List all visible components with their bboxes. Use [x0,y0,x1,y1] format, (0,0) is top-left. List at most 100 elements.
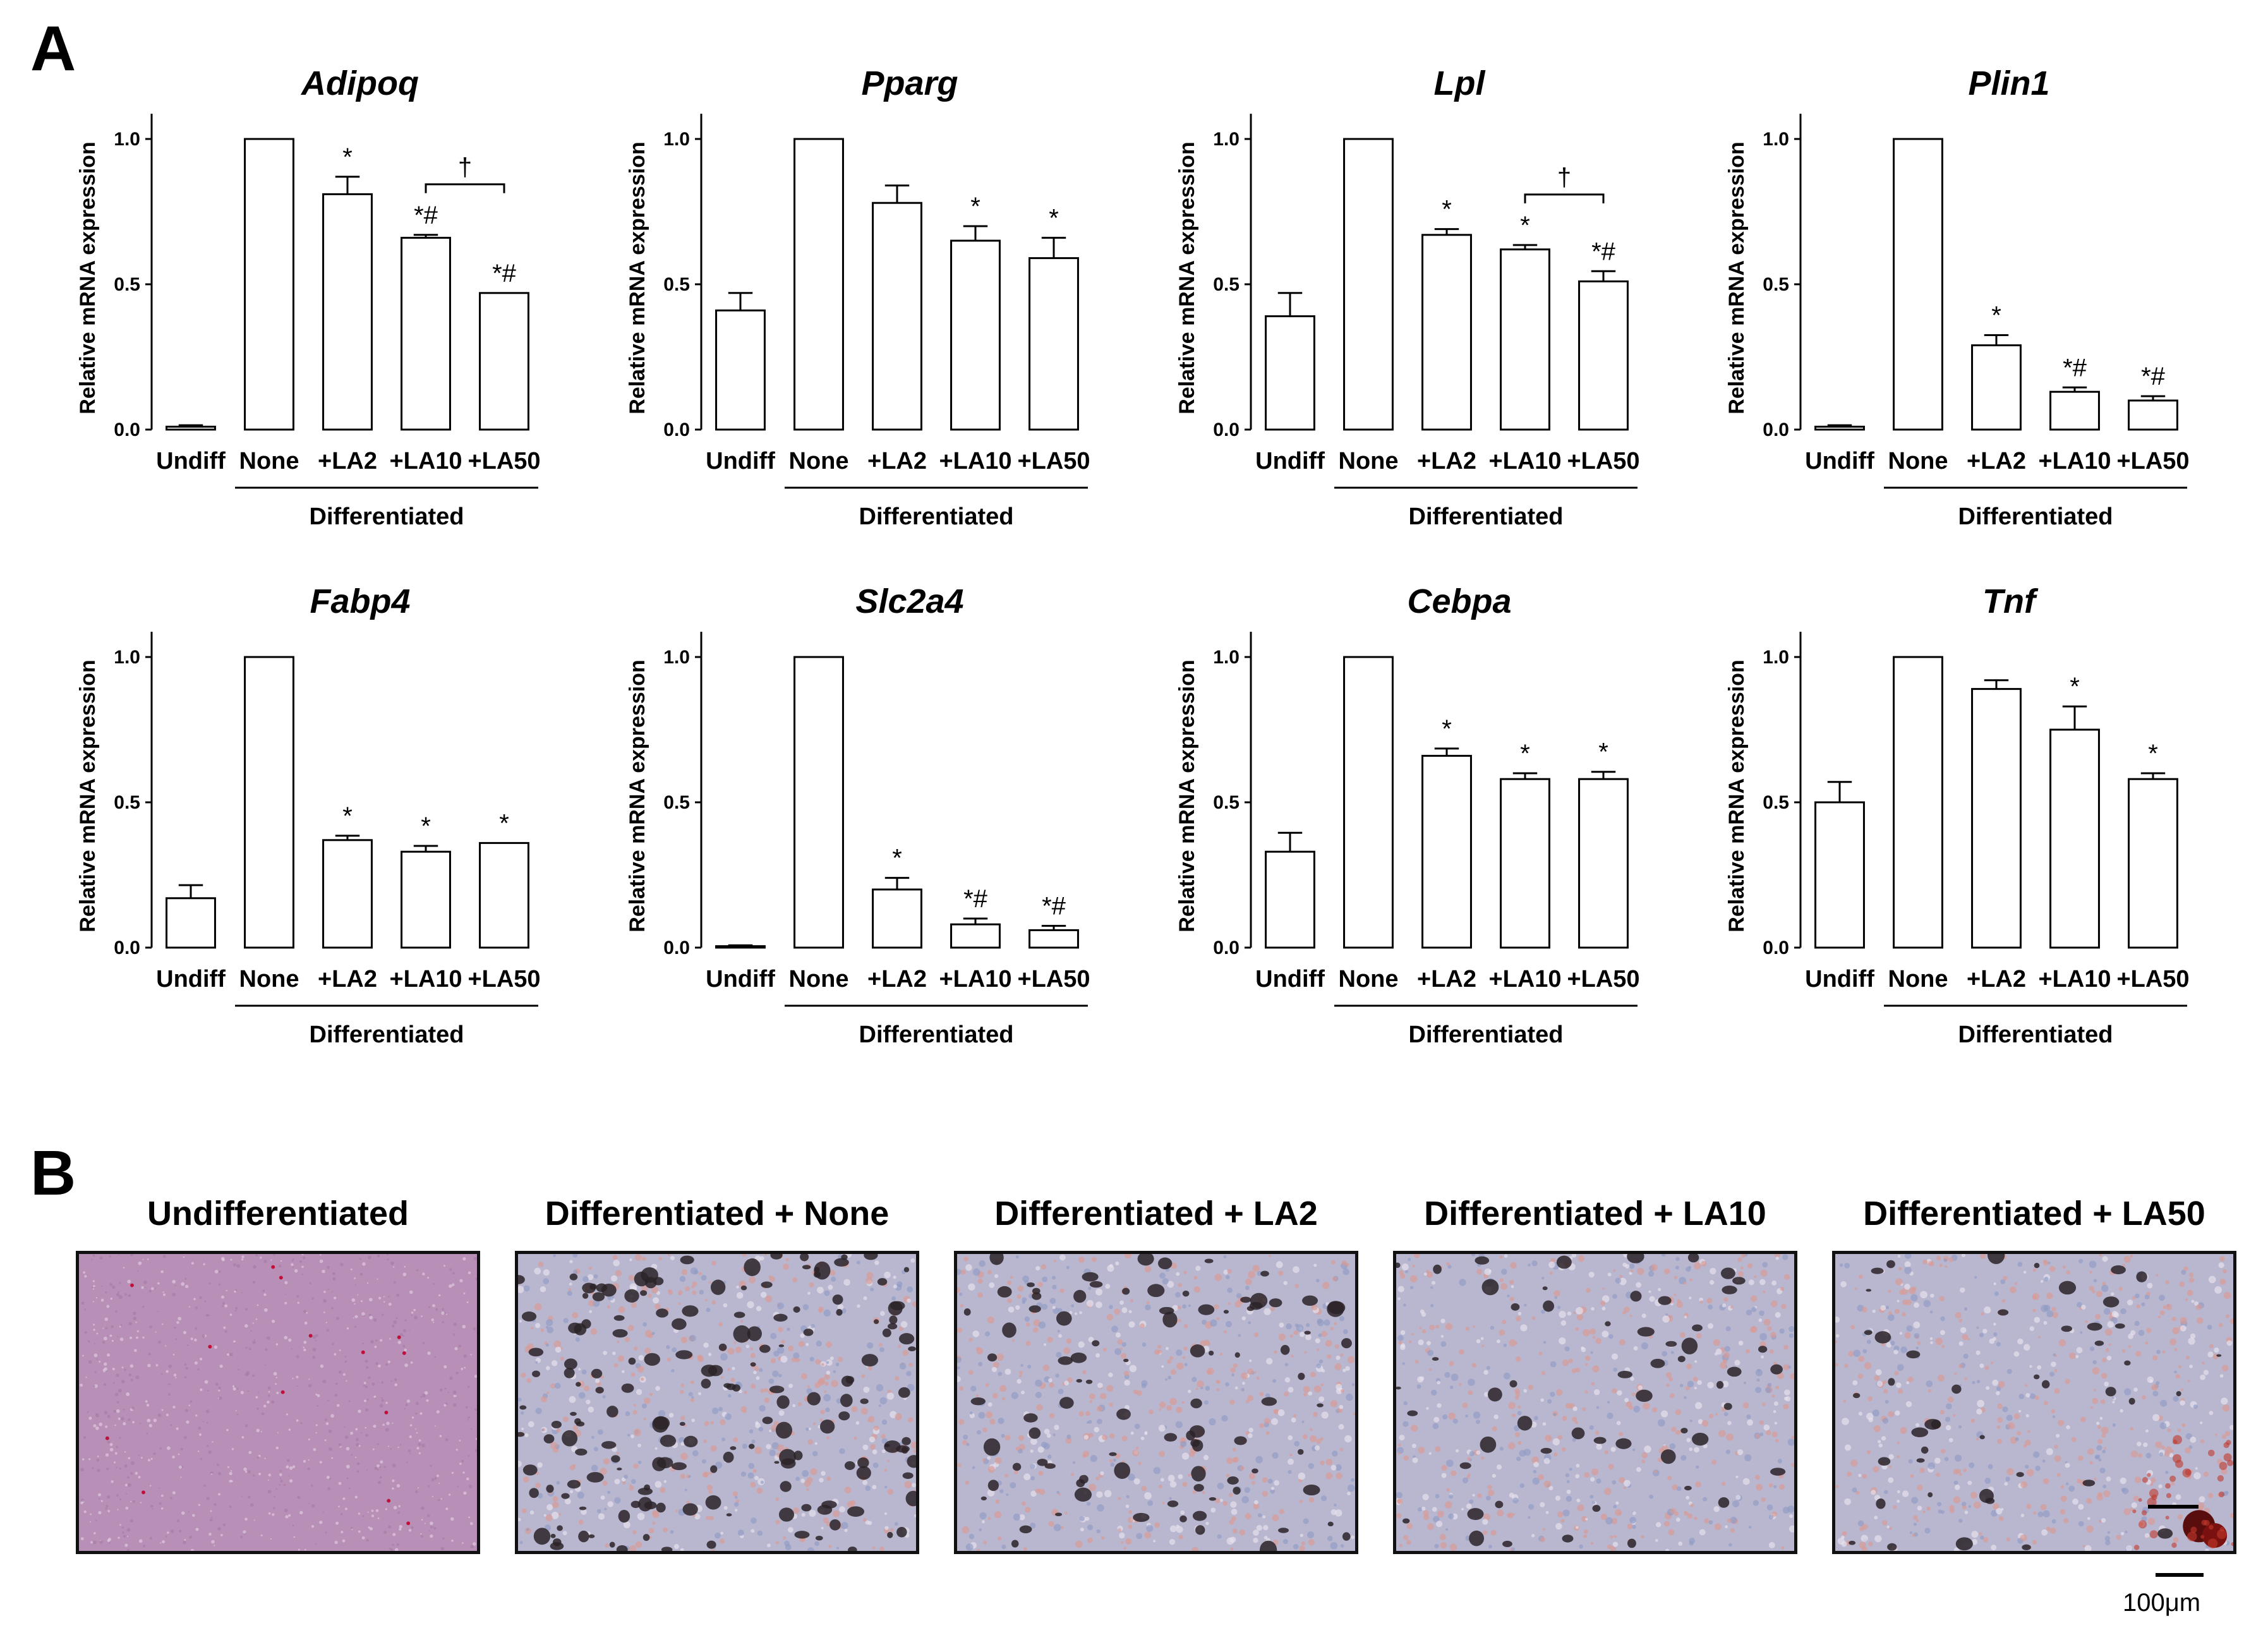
x-tick-label: +LA2 [1417,966,1476,992]
significance-label: *# [1591,238,1616,265]
y-tick-label: 1.0 [114,647,140,668]
y-axis-label: Relative mRNA expression [625,142,649,414]
bar-undiff [1814,425,1865,431]
bar-none [244,656,294,949]
bar-la10 [950,923,1001,949]
scale-bar [2156,1573,2204,1577]
x-tick-label: Undiff [1805,448,1874,474]
significance-label: * [1442,715,1452,743]
y-tick-label: 1.0 [663,129,690,150]
significance-label: *# [492,260,517,287]
x-tick-label: None [239,966,299,992]
y-tick-label: 0.0 [114,938,140,958]
bar-la50 [1578,778,1629,949]
bar-none [1343,138,1394,431]
x-tick-label: Undiff [1255,966,1325,992]
x-tick-label: +LA50 [2116,448,2189,474]
bar-la10 [950,239,1001,431]
x-tick-label: None [789,448,849,474]
y-tick-label: 0.5 [114,792,140,813]
micro-title-la50: Differentiated + LA50 [1863,1195,2205,1233]
bar-undiff [715,309,766,431]
scale-label: 100μm [2123,1589,2201,1617]
group-label: Differentiated [1409,1022,1564,1048]
x-tick-label: +LA50 [467,966,540,992]
significance-label: *# [414,202,438,229]
panel-a: A Adipoq Relative mRNA expression 0.0 0.5 1.… [30,13,2190,1048]
bar-none [793,656,844,949]
y-tick-label: 1.0 [663,647,690,668]
bar-la2 [1421,754,1472,949]
bar-undiff [1265,315,1315,431]
y-tick-label: 0.5 [663,274,690,295]
group-label: Differentiated [1958,503,2113,530]
x-tick-label: +LA2 [1417,448,1476,474]
x-tick-label: +LA50 [467,448,540,474]
bar-la50 [1028,929,1079,949]
y-tick-label: 1.0 [1763,129,1789,150]
bar-la10 [401,236,451,431]
significance-label: * [421,812,431,840]
bar-la50 [1028,257,1079,431]
y-axis-label: Relative mRNA expression [76,142,100,414]
y-tick-label: 0.0 [1213,938,1240,958]
bar-la2 [1971,344,2022,431]
significance-label: * [970,193,980,220]
group-label: Differentiated [1409,503,1564,530]
y-tick-label: 0.0 [1763,938,1789,958]
x-tick-label: +LA10 [939,448,1011,474]
group-label: Differentiated [859,1022,1014,1048]
x-tick-label: None [239,448,299,474]
y-tick-label: 0.5 [1763,274,1789,295]
y-tick-label: 0.0 [1213,419,1240,440]
group-label: Differentiated [310,503,464,530]
x-tick-label: Undiff [1255,448,1325,474]
micro-title-undifferentiated: Undifferentiated [147,1195,409,1233]
y-tick-label: 0.5 [663,792,690,813]
bar-la10 [401,850,451,949]
x-tick-label: +LA2 [867,966,927,992]
bar-la10 [2049,728,2100,949]
comparison-bracket [425,183,505,193]
bracket-label: † [458,154,472,181]
y-tick-label: 0.5 [1213,274,1240,295]
x-tick-label: +LA10 [1488,448,1561,474]
bar-la10 [1500,248,1550,431]
significance-label: * [892,845,902,872]
y-tick-label: 0.0 [114,419,140,440]
x-tick-label: None [789,966,849,992]
group-label: Differentiated [859,503,1014,530]
chart-title-adipoq: Adipoq [300,64,419,102]
y-axis-label: Relative mRNA expression [1175,660,1199,932]
bar-none [793,138,844,431]
y-tick-label: 1.0 [114,129,140,150]
x-tick-label: Undiff [156,966,226,992]
chart-title-cebpa: Cebpa [1407,582,1511,620]
x-tick-label: None [1888,448,1948,474]
bar-la50 [1578,280,1629,431]
bar-la2 [322,193,373,431]
bar-la2 [1971,688,2022,949]
x-tick-label: None [1888,966,1948,992]
chart-title-slc2a4: Slc2a4 [855,582,963,620]
bar-la2 [872,888,922,949]
x-tick-label: +LA2 [318,448,377,474]
x-tick-label: +LA2 [1967,966,2026,992]
x-tick-label: +LA50 [1017,966,1090,992]
x-tick-label: Undiff [1805,966,1874,992]
bar-charts: Adipoq Relative mRNA expression 0.0 0.5 1.0 U… [76,64,2190,1048]
x-tick-label: +LA50 [1017,448,1090,474]
x-tick-label: +LA2 [1967,448,2026,474]
significance-label: * [342,143,353,171]
y-tick-label: 0.5 [1213,792,1240,813]
bar-la2 [872,202,922,431]
significance-label: *# [2141,363,2166,390]
panel-b: B Undifferentiated Differentiated + None… [0,1137,2268,1652]
bar-la2 [322,839,373,949]
micrograph-la50 [1832,1251,2236,1554]
micrograph-la2 [954,1251,1358,1554]
y-tick-label: 0.5 [1763,792,1789,813]
micrograph-la10 [1393,1251,1797,1554]
group-label: Differentiated [1958,1022,2113,1048]
x-tick-label: +LA50 [2116,966,2189,992]
